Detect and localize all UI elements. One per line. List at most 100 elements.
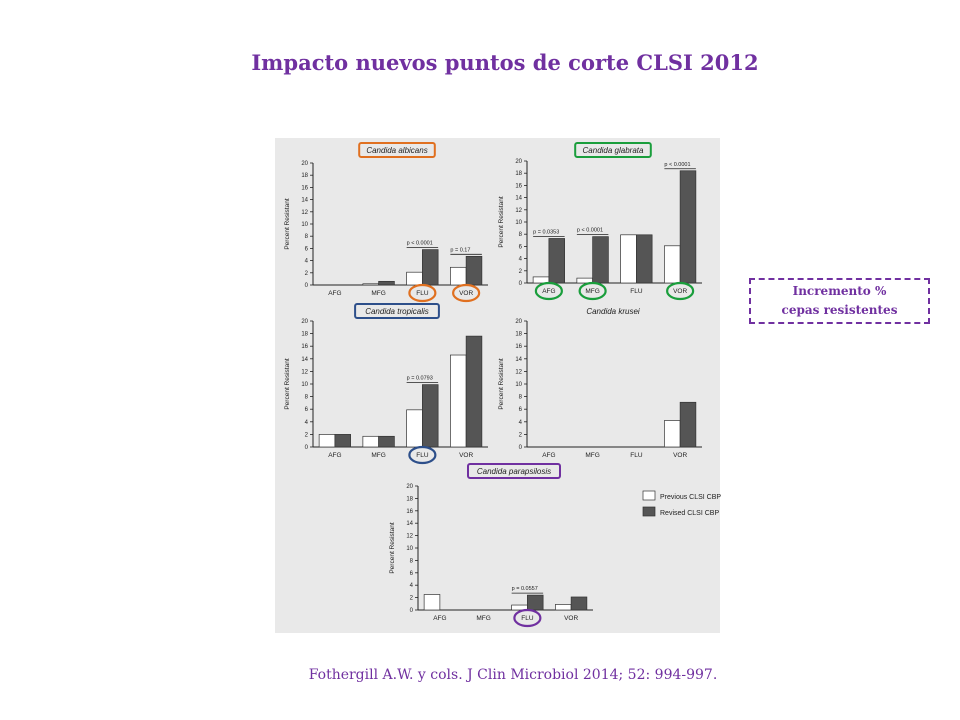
x-tick-label: FLU (416, 452, 429, 459)
bar-previous-clsi-cbp-mfg (362, 283, 379, 286)
pvalue-label: p < 0.0001 (577, 228, 603, 234)
x-tick-label: VOR (564, 615, 578, 622)
x-tick-label: AFG (542, 452, 555, 459)
y-tick-label: 0 (410, 608, 414, 614)
y-tick-label: 20 (515, 319, 522, 325)
y-tick-label: 2 (519, 269, 523, 275)
x-tick-label: AFG (328, 290, 341, 297)
bar-previous-clsi-cbp-flu (620, 234, 637, 284)
y-tick-label: 16 (301, 185, 308, 191)
highlight-circle-flu (408, 283, 437, 303)
y-tick-label: 8 (519, 395, 523, 401)
y-tick-label: 20 (301, 161, 308, 167)
y-axis-label: Percent Resistant (498, 358, 505, 409)
bar-revised-clsi-cbp-vor (570, 596, 588, 611)
y-tick-label: 20 (406, 484, 413, 490)
legend-swatch-previous-clsi-cbp (642, 490, 656, 501)
bar-revised-clsi-cbp-flu (422, 249, 439, 286)
pvalue-label: p < 0.0001 (407, 241, 433, 247)
y-tick-label: 12 (301, 369, 308, 375)
y-tick-label: 2 (519, 432, 523, 438)
bar-revised-clsi-cbp-mfg (378, 435, 395, 448)
bar-previous-clsi-cbp-vor (664, 245, 681, 284)
bar-previous-clsi-cbp-afg (423, 594, 441, 611)
bar-revised-clsi-cbp-mfg (378, 280, 395, 286)
y-tick-label: 12 (515, 208, 522, 214)
bar-previous-clsi-cbp-vor (450, 266, 467, 286)
y-tick-label: 6 (519, 407, 523, 413)
y-tick-label: 6 (519, 244, 523, 250)
y-tick-label: 4 (410, 583, 414, 589)
bar-previous-clsi-cbp-vor (450, 354, 467, 448)
pvalue-label: p = 0.0353 (533, 229, 559, 235)
y-tick-label: 10 (301, 222, 308, 228)
y-tick-label: 16 (301, 344, 308, 350)
chart-title: Candida albicans (366, 146, 427, 155)
y-tick-label: 16 (515, 344, 522, 350)
chart-title-box (354, 303, 440, 319)
y-tick-label: 10 (301, 382, 308, 388)
y-tick-label: 8 (305, 395, 309, 401)
chart-title: Candida tropicalis (365, 307, 429, 316)
x-tick-label: MFG (585, 452, 599, 459)
bar-revised-clsi-cbp-vor (679, 401, 697, 448)
y-tick-label: 8 (410, 558, 414, 564)
y-tick-label: 18 (301, 332, 308, 338)
x-tick-label: VOR (459, 452, 473, 459)
x-tick-label: MFG (371, 452, 385, 459)
chart-title: Candida parapsilosis (477, 467, 551, 476)
chart-title-box (574, 142, 652, 158)
bar-revised-clsi-cbp-vor (465, 255, 483, 286)
highlight-circle-flu (513, 608, 542, 628)
y-tick-label: 4 (519, 420, 523, 426)
x-tick-label: VOR (673, 288, 687, 295)
y-tick-label: 18 (515, 332, 522, 338)
bar-revised-clsi-cbp-vor (679, 170, 697, 284)
x-tick-label: FLU (521, 615, 534, 622)
highlight-circle-flu (408, 445, 437, 465)
y-tick-label: 10 (515, 382, 522, 388)
y-tick-label: 12 (406, 534, 413, 540)
chart-candida-albicans: 0 2 4 6 8 10 12 14 16 18 20 Percent Resistant AFG MFG… (284, 142, 488, 303)
y-axis-label: Percent Resistant (284, 198, 291, 249)
y-tick-label: 0 (519, 445, 523, 451)
bar-previous-clsi-cbp-vor (664, 420, 681, 448)
highlight-circle-afg (534, 281, 563, 301)
x-tick-label: FLU (630, 452, 643, 459)
bar-revised-clsi-cbp-vor (465, 335, 483, 448)
y-tick-label: 16 (515, 183, 522, 189)
y-tick-label: 12 (301, 210, 308, 216)
y-tick-label: 14 (301, 357, 308, 363)
x-tick-label: MFG (371, 290, 385, 297)
y-tick-label: 12 (515, 369, 522, 375)
chart-candida-tropicalis: 0 2 4 6 8 10 12 14 16 18 20 Percent Resistant AFG MFG… (284, 303, 488, 465)
x-tick-label: MFG (585, 288, 599, 295)
y-tick-label: 0 (305, 283, 309, 289)
chart-title: Candida krusei (586, 307, 640, 316)
y-axis-label: Percent Resistant (498, 196, 505, 247)
x-tick-label: VOR (673, 452, 687, 459)
chart-title-box (467, 463, 561, 479)
legend-label: Previous CLSI CBP (660, 494, 721, 501)
bar-previous-clsi-cbp-flu (406, 409, 423, 448)
citation: Fothergill A.W. y cols. J Clin Microbiol… (308, 667, 718, 683)
x-tick-label: VOR (459, 290, 473, 297)
bar-revised-clsi-cbp-flu (422, 384, 439, 448)
callout-line-2: cepas resistentes (781, 303, 898, 317)
legend-label: Revised CLSI CBP (660, 510, 719, 517)
resistance-increase-callout: Incremento % cepas resistentes (749, 278, 930, 324)
chart-candida-krusei: 0 2 4 6 8 10 12 14 16 18 20 Percent Resistant AFG MFG… (498, 307, 702, 459)
chart-candida-parapsilosis: 0 2 4 6 8 10 12 14 16 18 20 Percent Resistant AFG MFG… (389, 463, 721, 628)
callout-line-1: Incremento % (792, 284, 887, 298)
y-tick-label: 18 (406, 496, 413, 502)
bar-revised-clsi-cbp-afg (548, 238, 565, 284)
x-tick-label: FLU (416, 290, 429, 297)
y-tick-label: 8 (305, 234, 309, 240)
y-tick-label: 4 (519, 257, 523, 263)
y-tick-label: 0 (519, 281, 523, 287)
chart-candida-glabrata: 0 2 4 6 8 10 12 14 16 18 20 Percent Resistant AFG p =… (498, 142, 702, 301)
y-tick-label: 2 (305, 432, 309, 438)
pvalue-label: p = 0.0793 (407, 376, 433, 382)
bar-previous-clsi-cbp-mfg (362, 435, 379, 448)
highlight-circle-mfg (578, 281, 607, 301)
